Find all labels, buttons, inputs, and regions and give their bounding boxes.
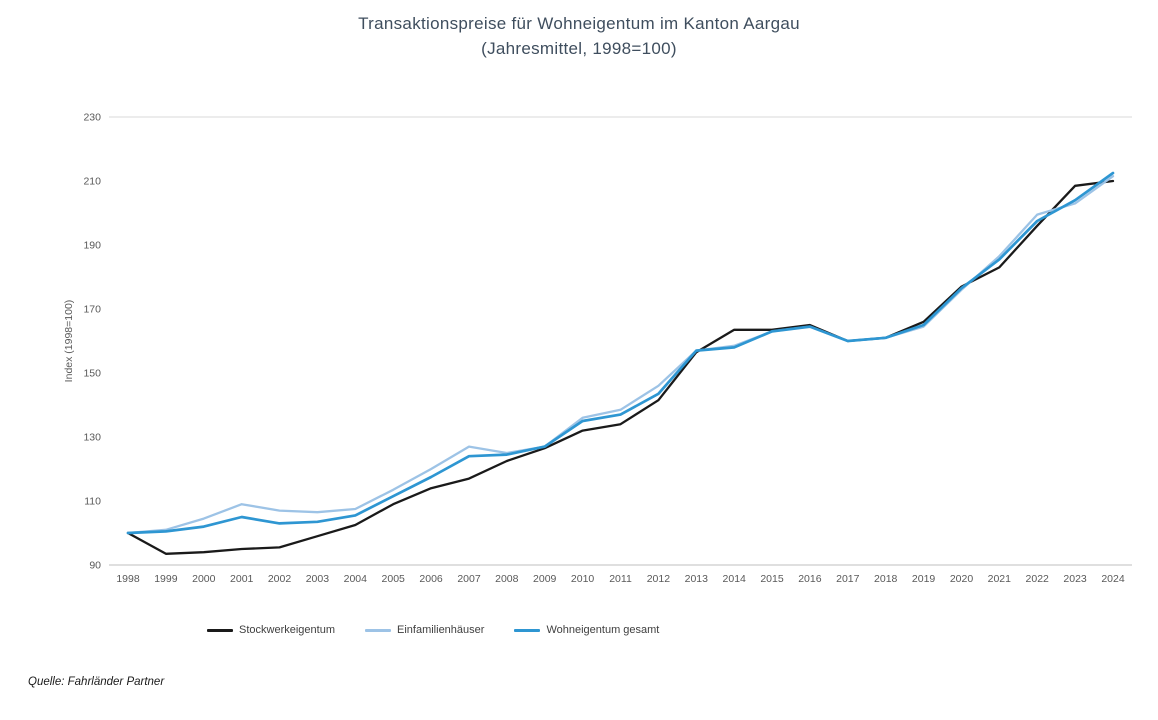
x-tick-label: 2019	[912, 573, 936, 585]
x-tick-label: 2023	[1063, 573, 1087, 585]
x-tick-label: 2007	[457, 573, 481, 585]
x-tick-label: 2013	[685, 573, 709, 585]
line-chart: 90 110 130 150 170 190 210 230 1998 1999 2000 2001 2…	[63, 112, 1132, 585]
x-tick-label: 2004	[344, 573, 368, 585]
x-tick-label: 2021	[988, 573, 1012, 585]
chart-legend: Stockwerkeigentum Einfamilienhäuser Wohnei…	[207, 624, 659, 636]
x-tick-label: 2000	[192, 573, 216, 585]
y-axis-title: Index (1998=100)	[63, 300, 75, 383]
x-tick-label: 2006	[419, 573, 443, 585]
y-tick-label: 170	[83, 304, 101, 316]
y-tick-label: 230	[83, 112, 101, 124]
x-tick-label: 2022	[1026, 573, 1050, 585]
x-tick-label: 2017	[836, 573, 860, 585]
y-tick-label: 190	[83, 240, 101, 252]
x-tick-label: 2024	[1101, 573, 1125, 585]
x-tick-label: 1998	[116, 573, 140, 585]
y-tick-label: 150	[83, 368, 101, 380]
x-tick-label: 2008	[495, 573, 519, 585]
legend-label: Stockwerkeigentum	[239, 624, 335, 636]
legend-item: Stockwerkeigentum	[207, 624, 335, 636]
x-tick-label: 2011	[609, 573, 632, 585]
legend-label: Wohneigentum gesamt	[546, 624, 660, 636]
x-tick-label: 2014	[723, 573, 747, 585]
legend-swatch	[514, 628, 541, 632]
legend-swatch	[207, 628, 233, 632]
x-tick-label: 2012	[647, 573, 671, 585]
chart-title-block: Transaktionspreise für Wohneigentum im K…	[0, 12, 1158, 61]
x-tick-label: 2009	[533, 573, 557, 585]
y-tick-label: 130	[83, 432, 101, 444]
x-tick-label: 2018	[874, 573, 898, 585]
series-line-stockwerkeigentum	[126, 179, 1115, 555]
x-tick-label: 2002	[268, 573, 292, 585]
series-line-wohneigentum-gesamt	[126, 171, 1115, 535]
y-tick-label: 110	[84, 496, 101, 508]
source-note: Quelle: Fahrländer Partner	[28, 676, 165, 688]
y-tick-label: 90	[89, 560, 101, 572]
x-tick-label: 2003	[306, 573, 330, 585]
x-tick-label: 2005	[382, 573, 406, 585]
x-tick-label: 2020	[950, 573, 974, 585]
series-line-einfamilienh-user	[126, 175, 1115, 535]
x-tick-label: 2016	[798, 573, 822, 585]
chart-subtitle: (Jahresmittel, 1998=100)	[481, 38, 677, 58]
x-tick-label: 2001	[230, 573, 254, 585]
legend-item: Wohneigentum gesamt	[514, 624, 659, 636]
legend-item: Einfamilienhäuser	[365, 624, 484, 636]
legend-label: Einfamilienhäuser	[397, 624, 485, 636]
legend-swatch	[365, 628, 391, 632]
x-tick-label: 2010	[571, 573, 595, 585]
x-tick-label: 2015	[760, 573, 784, 585]
x-tick-label: 1999	[154, 573, 178, 585]
chart-title: Transaktionspreise für Wohneigentum im K…	[358, 14, 800, 33]
y-tick-label: 210	[83, 176, 101, 188]
